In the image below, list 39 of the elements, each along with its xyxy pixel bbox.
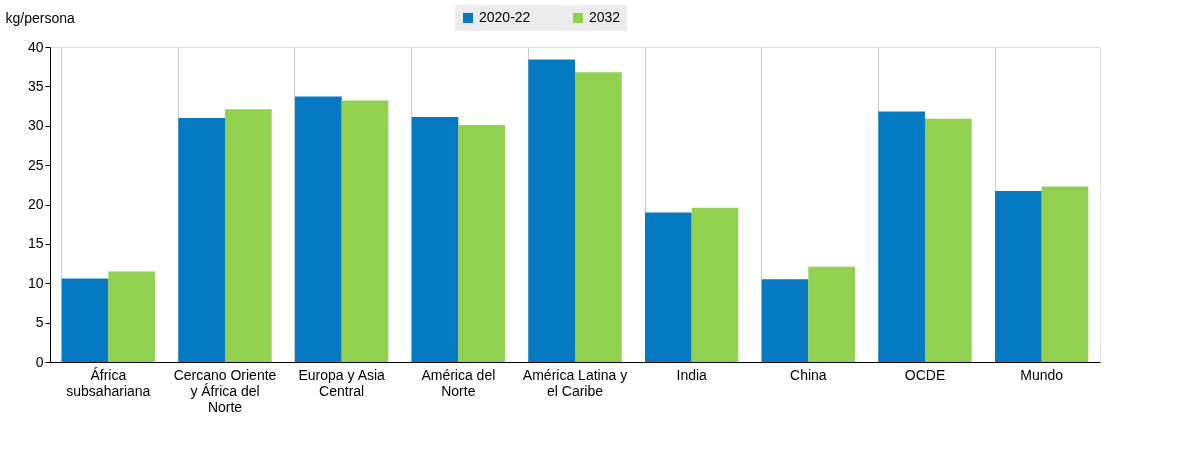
y-axis-title: kg/persona: [5, 9, 75, 26]
bar: [458, 124, 505, 362]
legend-label: 2020-22: [479, 9, 531, 25]
x-tick-label: África subsahariana: [66, 366, 151, 399]
bar: [925, 118, 972, 362]
y-tick-label: 30: [27, 117, 44, 134]
x-tick-label: China: [790, 366, 827, 383]
bar: [878, 111, 925, 362]
y-tick-label: 15: [27, 235, 44, 252]
bar: [178, 117, 225, 362]
bar: [761, 279, 809, 362]
y-tick-label: 0: [35, 353, 44, 370]
y-tick-label: 5: [35, 314, 44, 331]
y-tick-label: 10: [27, 274, 44, 291]
y-tick-label: 20: [27, 196, 44, 212]
bar: [575, 72, 622, 362]
bar: [295, 96, 342, 362]
bar: [995, 191, 1042, 362]
bar: [1041, 186, 1089, 362]
bar: [528, 59, 575, 362]
x-tick-label: India: [676, 366, 708, 383]
bar: [808, 266, 855, 362]
bar: [61, 278, 109, 362]
x-tick-label: Cercano Oriente y África del Norte: [173, 366, 277, 415]
legend-label: 2032: [589, 9, 621, 25]
bar: [691, 207, 739, 362]
y-tick-label: 35: [27, 77, 44, 94]
bar: [411, 117, 459, 362]
bar: [225, 109, 272, 362]
bar: [645, 212, 692, 362]
x-tick-label: Europa y Asia Central: [298, 366, 386, 399]
x-tick-label: OCDE: [904, 366, 946, 383]
bar: [341, 100, 389, 362]
x-tick-label: Mundo: [1020, 366, 1064, 383]
y-tick-label: 40: [27, 38, 44, 55]
x-tick-label: América Latina y el Caribe: [522, 366, 628, 399]
y-tick-label: 25: [27, 156, 44, 173]
x-tick-label: América del Norte: [421, 366, 496, 399]
bar: [108, 271, 155, 362]
